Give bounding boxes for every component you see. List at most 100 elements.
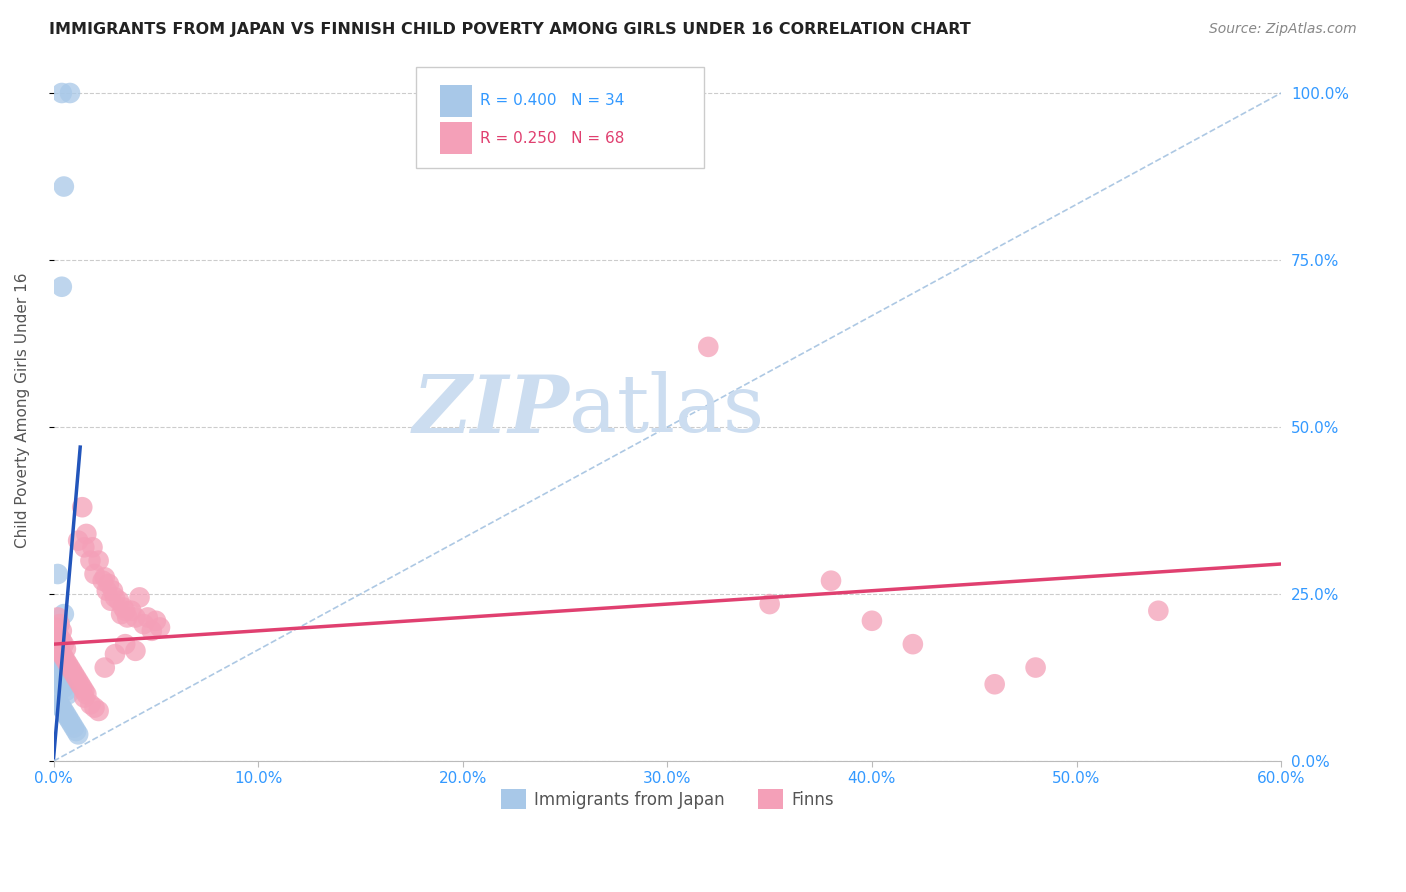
Point — [51, 677, 73, 691]
Text: ZIP: ZIP — [412, 372, 569, 449]
Point — [1147, 604, 1170, 618]
Point — [48, 644, 70, 658]
Point — [52, 704, 75, 718]
Point — [48, 644, 70, 658]
Point — [48, 673, 70, 688]
Point — [94, 570, 117, 584]
Point — [46, 627, 69, 641]
Point — [73, 690, 96, 705]
Point — [67, 533, 90, 548]
Point — [49, 650, 72, 665]
Point — [52, 179, 75, 194]
Point — [104, 647, 127, 661]
Point — [141, 624, 163, 638]
Point — [117, 610, 139, 624]
Point — [51, 700, 73, 714]
Point — [100, 593, 122, 607]
Text: IMMIGRANTS FROM JAPAN VS FINNISH CHILD POVERTY AMONG GIRLS UNDER 16 CORRELATION : IMMIGRANTS FROM JAPAN VS FINNISH CHILD P… — [49, 22, 972, 37]
Point — [56, 687, 79, 701]
Point — [72, 681, 94, 695]
Text: R = 0.250   N = 68: R = 0.250 N = 68 — [479, 130, 624, 145]
Point — [901, 637, 924, 651]
Point — [73, 541, 96, 555]
Text: Source: ZipAtlas.com: Source: ZipAtlas.com — [1209, 22, 1357, 37]
FancyBboxPatch shape — [440, 85, 472, 117]
Point — [110, 607, 132, 621]
Point — [45, 667, 67, 681]
Legend: Immigrants from Japan, Finns: Immigrants from Japan, Finns — [494, 782, 841, 816]
Point — [51, 279, 73, 293]
Point — [67, 727, 90, 741]
Point — [46, 610, 69, 624]
Point — [75, 527, 97, 541]
Point — [48, 644, 70, 658]
Point — [69, 677, 91, 691]
Point — [104, 591, 127, 605]
Point — [46, 640, 69, 655]
Point — [48, 698, 70, 712]
Point — [60, 717, 83, 731]
Point — [79, 698, 101, 712]
Point — [45, 631, 67, 645]
Point — [59, 660, 82, 674]
Point — [46, 640, 69, 655]
Point — [51, 633, 73, 648]
Point — [149, 620, 172, 634]
Point — [52, 650, 75, 665]
Point — [94, 660, 117, 674]
Point — [52, 607, 75, 621]
Point — [128, 591, 150, 605]
Point — [114, 604, 136, 618]
Point — [60, 664, 83, 678]
Point — [758, 597, 780, 611]
Point — [697, 340, 720, 354]
Point — [55, 707, 77, 722]
Y-axis label: Child Poverty Among Girls Under 16: Child Poverty Among Girls Under 16 — [15, 273, 30, 548]
Point — [97, 577, 120, 591]
Point — [65, 724, 87, 739]
Point — [63, 721, 86, 735]
Point — [83, 700, 105, 714]
Point — [59, 86, 82, 100]
Point — [55, 684, 77, 698]
Point — [59, 714, 82, 728]
Point — [1025, 660, 1047, 674]
Point — [48, 631, 70, 645]
Point — [112, 600, 135, 615]
Point — [55, 641, 77, 656]
Point — [101, 583, 124, 598]
FancyBboxPatch shape — [440, 122, 472, 154]
Point — [48, 617, 70, 632]
Point — [860, 614, 883, 628]
Point — [52, 637, 75, 651]
Point — [46, 657, 69, 672]
Point — [56, 711, 79, 725]
Point — [108, 593, 131, 607]
Point — [56, 657, 79, 672]
Point — [46, 671, 69, 685]
Point — [45, 637, 67, 651]
Point — [120, 604, 142, 618]
Point — [45, 654, 67, 668]
Point — [65, 671, 87, 685]
Point — [73, 684, 96, 698]
Point — [82, 541, 104, 555]
Point — [72, 500, 94, 515]
Point — [96, 583, 118, 598]
Point — [51, 647, 73, 661]
Point — [67, 673, 90, 688]
Point — [51, 624, 73, 638]
Point — [132, 617, 155, 632]
Point — [87, 554, 110, 568]
Text: atlas: atlas — [569, 371, 765, 450]
Point — [983, 677, 1005, 691]
FancyBboxPatch shape — [416, 67, 704, 169]
Point — [45, 690, 67, 705]
Point — [83, 567, 105, 582]
Point — [45, 624, 67, 638]
Point — [87, 704, 110, 718]
Point — [45, 620, 67, 634]
Point — [52, 681, 75, 695]
Point — [48, 660, 70, 674]
Point — [63, 667, 86, 681]
